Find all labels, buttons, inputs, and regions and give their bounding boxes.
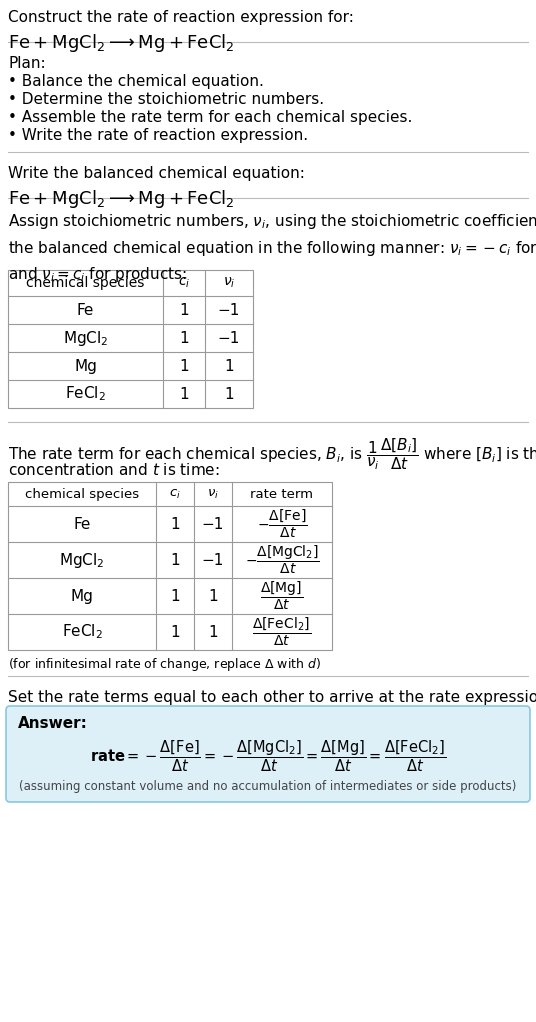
Text: Write the balanced chemical equation:: Write the balanced chemical equation: (8, 166, 305, 181)
Text: 1: 1 (179, 330, 189, 345)
Text: 1: 1 (224, 359, 234, 373)
Text: $\mathrm{Fe + MgCl_2 \longrightarrow Mg + FeCl_2}$: $\mathrm{Fe + MgCl_2 \longrightarrow Mg … (8, 188, 235, 210)
Text: $-\dfrac{\Delta[\mathrm{MgCl_2}]}{\Delta t}$: $-\dfrac{\Delta[\mathrm{MgCl_2}]}{\Delta… (244, 544, 319, 576)
Text: Mg: Mg (74, 359, 97, 373)
Text: chemical species: chemical species (25, 487, 139, 501)
Text: 1: 1 (208, 624, 218, 640)
Text: chemical species: chemical species (26, 276, 145, 290)
Text: FeCl$_2$: FeCl$_2$ (65, 384, 106, 404)
Text: 1: 1 (170, 589, 180, 604)
Text: Set the rate terms equal to each other to arrive at the rate expression:: Set the rate terms equal to each other t… (8, 690, 536, 705)
Text: 1: 1 (179, 303, 189, 318)
Bar (8, 482, 332, 650)
Text: MgCl$_2$: MgCl$_2$ (59, 551, 105, 569)
Text: Fe: Fe (73, 516, 91, 531)
Text: 1: 1 (208, 589, 218, 604)
Text: $c_i$: $c_i$ (169, 487, 181, 501)
Text: 1: 1 (170, 624, 180, 640)
Text: MgCl$_2$: MgCl$_2$ (63, 328, 108, 347)
Text: Answer:: Answer: (18, 716, 88, 731)
Text: 1: 1 (179, 386, 189, 402)
Text: $c_i$: $c_i$ (178, 276, 190, 290)
Text: rate term: rate term (250, 487, 314, 501)
Text: Mg: Mg (71, 589, 93, 604)
Text: $-\dfrac{\Delta[\mathrm{Fe}]}{\Delta t}$: $-\dfrac{\Delta[\mathrm{Fe}]}{\Delta t}$ (257, 508, 307, 541)
Text: $\mathbf{rate} = -\dfrac{\Delta[\mathrm{Fe}]}{\Delta t} = -\dfrac{\Delta[\mathrm: $\mathbf{rate} = -\dfrac{\Delta[\mathrm{… (90, 738, 446, 774)
Text: The rate term for each chemical species, $B_i$, is $\dfrac{1}{\nu_i}\dfrac{\Delt: The rate term for each chemical species,… (8, 436, 536, 472)
Text: Construct the rate of reaction expression for:: Construct the rate of reaction expressio… (8, 10, 354, 25)
Text: 1: 1 (179, 359, 189, 373)
Text: (for infinitesimal rate of change, replace $\Delta$ with $d$): (for infinitesimal rate of change, repla… (8, 656, 321, 673)
Text: 1: 1 (170, 516, 180, 531)
Text: FeCl$_2$: FeCl$_2$ (62, 622, 102, 642)
Text: −1: −1 (218, 303, 240, 318)
Text: • Determine the stoichiometric numbers.: • Determine the stoichiometric numbers. (8, 92, 324, 107)
FancyBboxPatch shape (6, 706, 530, 802)
Text: (assuming constant volume and no accumulation of intermediates or side products): (assuming constant volume and no accumul… (19, 780, 517, 793)
Text: $\nu_i$: $\nu_i$ (207, 487, 219, 501)
Text: concentration and $t$ is time:: concentration and $t$ is time: (8, 462, 220, 478)
Text: −1: −1 (202, 553, 224, 567)
Text: • Balance the chemical equation.: • Balance the chemical equation. (8, 74, 264, 89)
Text: $\dfrac{\Delta[\mathrm{FeCl_2}]}{\Delta t}$: $\dfrac{\Delta[\mathrm{FeCl_2}]}{\Delta … (252, 616, 311, 648)
Text: Fe: Fe (77, 303, 94, 318)
Text: $\nu_i$: $\nu_i$ (223, 276, 235, 290)
Text: $\mathrm{Fe + MgCl_2 \longrightarrow Mg + FeCl_2}$: $\mathrm{Fe + MgCl_2 \longrightarrow Mg … (8, 32, 235, 54)
Text: • Write the rate of reaction expression.: • Write the rate of reaction expression. (8, 128, 308, 143)
Text: Assign stoichiometric numbers, $\nu_i$, using the stoichiometric coefficients, $: Assign stoichiometric numbers, $\nu_i$, … (8, 212, 536, 284)
Bar (8, 270, 253, 408)
Text: 1: 1 (170, 553, 180, 567)
Text: • Assemble the rate term for each chemical species.: • Assemble the rate term for each chemic… (8, 110, 412, 125)
Text: $\dfrac{\Delta[\mathrm{Mg}]}{\Delta t}$: $\dfrac{\Delta[\mathrm{Mg}]}{\Delta t}$ (260, 579, 303, 612)
Text: 1: 1 (224, 386, 234, 402)
Text: −1: −1 (218, 330, 240, 345)
Text: −1: −1 (202, 516, 224, 531)
Text: Plan:: Plan: (8, 56, 46, 71)
